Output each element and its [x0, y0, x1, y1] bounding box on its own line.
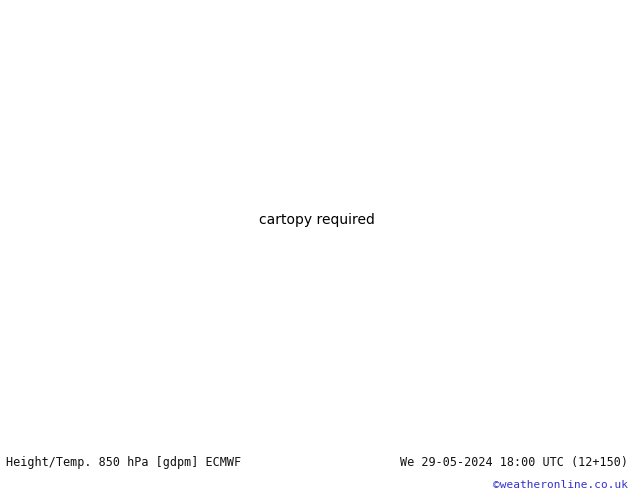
Text: We 29-05-2024 18:00 UTC (12+150): We 29-05-2024 18:00 UTC (12+150)	[399, 456, 628, 469]
Text: Height/Temp. 850 hPa [gdpm] ECMWF: Height/Temp. 850 hPa [gdpm] ECMWF	[6, 456, 242, 469]
Text: cartopy required: cartopy required	[259, 213, 375, 227]
Text: ©weatheronline.co.uk: ©weatheronline.co.uk	[493, 480, 628, 490]
